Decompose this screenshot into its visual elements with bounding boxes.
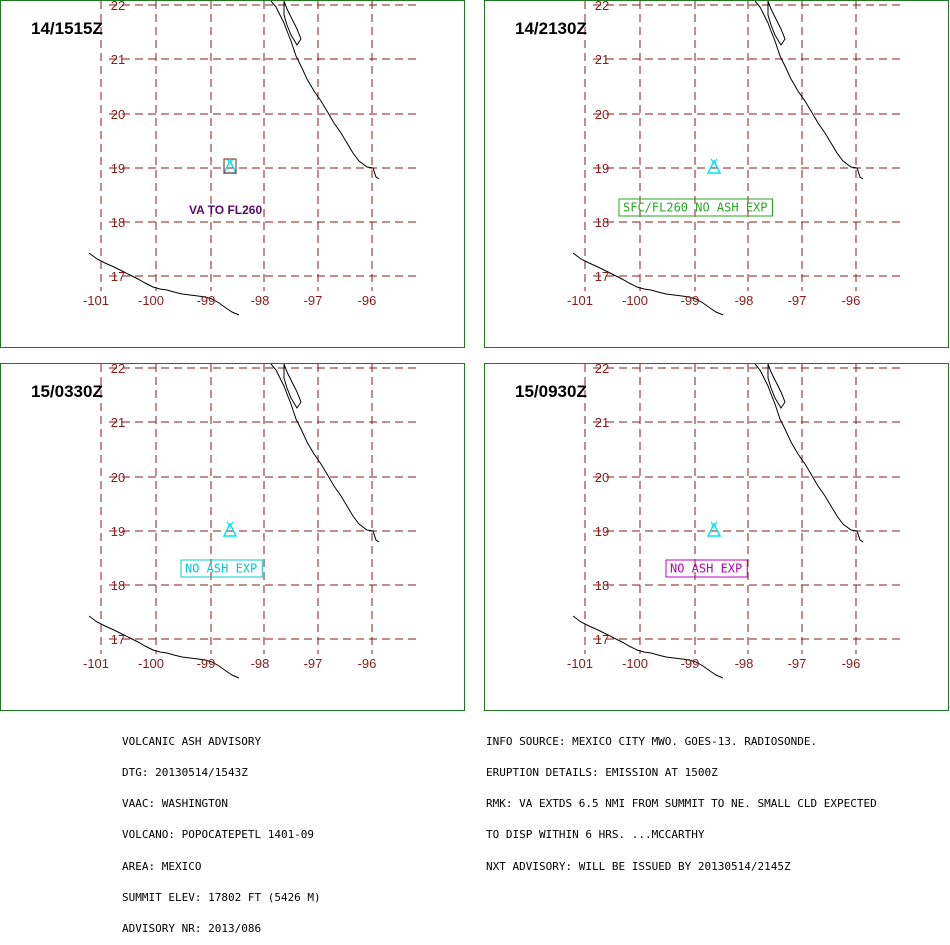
lon-tick-label: -98: [251, 293, 270, 308]
advisory-vaac: VAAC: WASHINGTON: [122, 797, 228, 811]
coastline-pacific: [572, 615, 724, 679]
lat-tick-label: 18: [111, 578, 125, 593]
coastline-pacific: [572, 252, 724, 316]
map-canvas: 22 21 20 19 18 17-101 -100 -99 -98 -97 -96 NO ASH E…: [567, 364, 905, 679]
lon-tick-label: -101: [83, 656, 109, 671]
map-panel-3: 22 21 20 19 18 17 -101 -100 -99 -98 -97 -96 NO ASH E…: [0, 363, 465, 711]
ash-area-outline: [223, 158, 237, 174]
lon-tick-label: -101: [567, 293, 593, 308]
coastline-pacific: [88, 615, 240, 679]
lon-tick-label: -96: [358, 293, 377, 308]
coastline-gulf: [270, 364, 380, 543]
forecast-time-label: 15/0930Z: [515, 382, 587, 401]
lon-tick-label: -100: [138, 293, 164, 308]
lon-tick-label: -99: [681, 656, 700, 671]
lon-tick-label: -97: [304, 293, 323, 308]
lon-tick-label: -96: [358, 656, 377, 671]
volcano-icon: [222, 158, 238, 174]
coastline-lagoon: [283, 364, 302, 409]
advisory-eruption-details: ERUPTION DETAILS: EMISSION AT 1500Z: [486, 766, 718, 780]
lat-tick-label: 17: [111, 632, 125, 647]
lon-tick-label: -99: [681, 293, 700, 308]
lon-tick-label: -100: [138, 656, 164, 671]
map-canvas: 22 21 20 19 18 17-101 -100 -99 -98 -97 -96 VA TO FL…: [83, 1, 421, 316]
ash-status-box: [665, 559, 748, 578]
lat-tick-label: 20: [595, 107, 609, 122]
lat-tick-label: 20: [595, 470, 609, 485]
lat-tick-label: 18: [595, 215, 609, 230]
lon-tick-label: -101: [567, 656, 593, 671]
map-canvas: 22 21 20 19 18 17-101 -100 -99 -98 -97 -96 SFC/FL26…: [567, 1, 905, 316]
ash-status-box: [180, 559, 263, 578]
volcano-icon: [706, 158, 722, 174]
lon-tick-label: -97: [304, 656, 323, 671]
lat-tick-label: 18: [595, 578, 609, 593]
lat-tick-label: 20: [111, 470, 125, 485]
map-panel-1: 22 21 20 19 18 17 -101 -100 -99 -98 -97 -96 VA TO FL…: [0, 0, 465, 348]
advisory-volcano: VOLCANO: POPOCATEPETL 1401-09: [122, 828, 315, 842]
coastline-gulf: [754, 364, 864, 543]
lat-tick-label: 21: [595, 415, 609, 430]
lat-tick-label: 20: [111, 107, 125, 122]
lon-tick-label: -100: [622, 293, 648, 308]
lat-tick-label: 17: [111, 269, 125, 284]
lat-tick-label: 18: [111, 215, 125, 230]
coastline-lagoon: [767, 364, 786, 409]
ash-status-label: NO ASH EXP: [185, 562, 257, 576]
advisory-number: ADVISORY NR: 2013/086: [122, 922, 262, 936]
coastline-lagoon: [767, 1, 786, 46]
lat-tick-label: 22: [595, 1, 609, 13]
volcano-icon: [706, 521, 722, 537]
lon-tick-label: -96: [842, 293, 861, 308]
lon-tick-label: -99: [197, 293, 216, 308]
advisory-area: AREA: MEXICO: [122, 859, 202, 873]
advisory-info-left: VOLCANIC ASH ADVISORY DTG: 20130514/1543…: [122, 716, 321, 945]
lon-tick-label: -97: [788, 656, 807, 671]
lat-tick-label: 22: [595, 364, 609, 376]
lon-tick-label: -99: [197, 656, 216, 671]
lat-tick-label: 22: [111, 364, 125, 376]
coastline-gulf: [754, 1, 864, 180]
ash-status-label: NO ASH EXP: [670, 562, 742, 576]
lat-tick-label: 17: [595, 269, 609, 284]
advisory-dtg: DTG: 20130514/1543Z: [122, 766, 248, 780]
advisory-title: VOLCANIC ASH ADVISORY: [122, 734, 262, 748]
advisory-info-source: INFO SOURCE: MEXICO CITY MWO. GOES-13. R…: [486, 734, 818, 748]
lat-tick-label: 19: [111, 161, 125, 176]
forecast-time-label: 14/1515Z: [31, 19, 103, 38]
lat-tick-label: 22: [111, 1, 125, 13]
map-panel-2: 22 21 20 19 18 17 -101 -100 -99 -98 -97 -96 SFC/FL26…: [484, 0, 949, 348]
lat-tick-label: 19: [111, 524, 125, 539]
map-canvas: 22 21 20 19 18 17-101 -100 -99 -98 -97 -96 NO ASH E…: [83, 364, 421, 679]
lat-tick-label: 19: [595, 524, 609, 539]
advisory-info-right: INFO SOURCE: MEXICO CITY MWO. GOES-13. R…: [486, 716, 877, 882]
coastline-pacific: [88, 252, 240, 316]
lat-tick-label: 21: [595, 52, 609, 67]
forecast-time-label: 14/2130Z: [515, 19, 587, 38]
lat-tick-label: 21: [111, 415, 125, 430]
lon-tick-label: -98: [251, 656, 270, 671]
ash-status-label: VA TO FL260: [189, 203, 262, 217]
ash-status-box: [618, 198, 773, 217]
coastline-gulf: [270, 1, 380, 180]
ash-status-label: SFC/FL260 NO ASH EXP: [623, 201, 768, 215]
coastline-lagoon: [283, 1, 302, 46]
advisory-summit-elev: SUMMIT ELEV: 17802 FT (5426 M): [122, 890, 321, 904]
lon-tick-label: -101: [83, 293, 109, 308]
lon-tick-label: -100: [622, 656, 648, 671]
lon-tick-label: -98: [735, 656, 754, 671]
advisory-remark: RMK: VA EXTDS 6.5 NMI FROM SUMMIT TO NE.…: [486, 797, 877, 811]
lat-tick-label: 21: [111, 52, 125, 67]
forecast-time-label: 15/0330Z: [31, 382, 103, 401]
lon-tick-label: -98: [735, 293, 754, 308]
advisory-next: NXT ADVISORY: WILL BE ISSUED BY 20130514…: [486, 859, 791, 873]
advisory-remark-cont: TO DISP WITHIN 6 HRS. ...MCCARTHY: [486, 828, 705, 842]
lon-tick-label: -96: [842, 656, 861, 671]
lon-tick-label: -97: [788, 293, 807, 308]
lat-tick-label: 17: [595, 632, 609, 647]
map-panel-4: 22 21 20 19 18 17 -101 -100 -99 -98 -97 -96 NO ASH E…: [484, 363, 949, 711]
lat-tick-label: 19: [595, 161, 609, 176]
volcano-icon: [222, 521, 238, 537]
